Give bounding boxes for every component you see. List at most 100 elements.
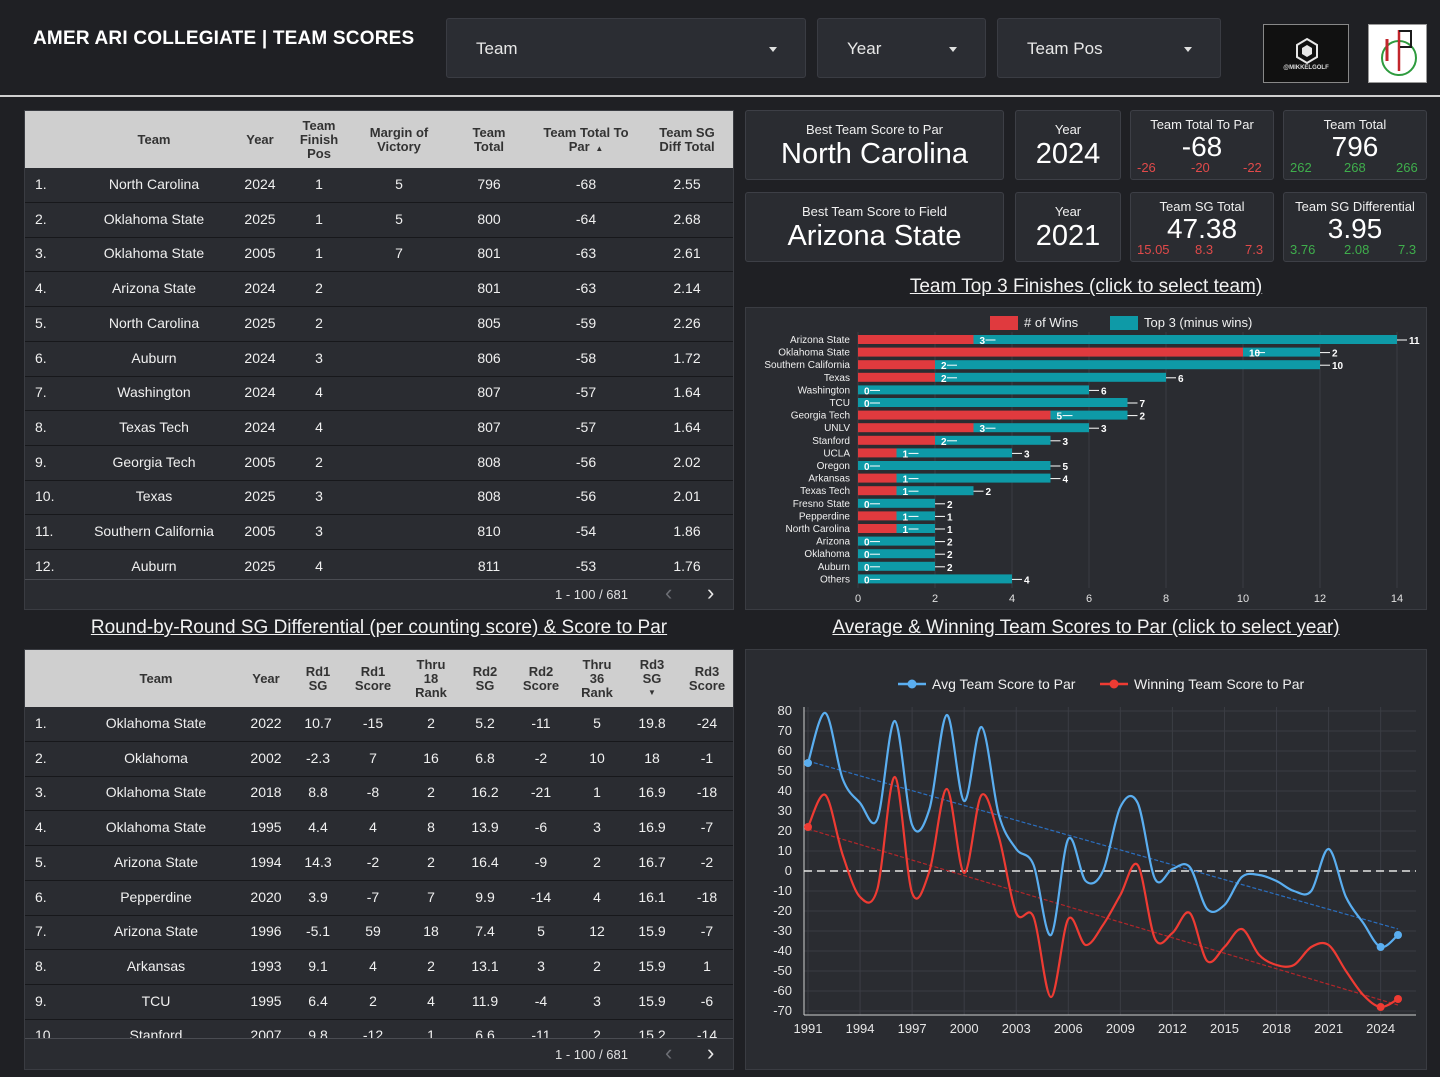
kpi-best-to-par[interactable]: Best Team Score to Par North Carolina bbox=[745, 110, 1004, 180]
bar-top3[interactable] bbox=[858, 398, 1128, 407]
category-label[interactable]: Stanford bbox=[812, 436, 850, 447]
bar-wins[interactable] bbox=[858, 486, 897, 496]
series-point[interactable] bbox=[1394, 931, 1402, 939]
category-label[interactable]: Texas bbox=[824, 373, 850, 384]
bar-top3[interactable] bbox=[858, 574, 1012, 584]
table-row[interactable]: 1. Oklahoma State 2022 10.7 -15 2 5.2 -11 5 19.8 -… bbox=[25, 707, 733, 742]
kpi-team-total[interactable]: Team Total 796 262 268 266 bbox=[1283, 110, 1427, 180]
col-margin-of-victory[interactable]: Margin of Victory bbox=[369, 125, 429, 154]
bar-top3[interactable] bbox=[935, 372, 1166, 382]
table-row[interactable]: 9. Georgia Tech 2005 2 808 -56 2.02 bbox=[25, 446, 733, 481]
col-year[interactable]: Year bbox=[252, 671, 280, 686]
table-row[interactable]: 12. Auburn 2025 4 811 -53 1.76 bbox=[25, 550, 733, 578]
bar-top3[interactable] bbox=[858, 536, 935, 546]
avg-line-chart[interactable]: 80706050403020100-10-20-30-40-50-60-7019… bbox=[746, 650, 1426, 1069]
table-row[interactable]: 10. Texas 2025 3 808 -56 2.01 bbox=[25, 480, 733, 516]
bar-wins[interactable] bbox=[858, 372, 935, 382]
col-team-total-to-par[interactable]: Team Total To Par ▲ bbox=[539, 126, 633, 156]
table-row[interactable]: 2. Oklahoma 2002 -2.3 7 16 6.8 -2 10 18 -1 bbox=[25, 742, 733, 777]
table-row[interactable]: 6. Pepperdine 2020 3.9 -7 7 9.9 -14 4 16.1 -18 bbox=[25, 881, 733, 916]
avg-chart-title[interactable]: Average & Winning Team Scores to Par (cl… bbox=[832, 617, 1340, 638]
kpi-team-total-to-par[interactable]: Team Total To Par -68 -26 -20 -22 bbox=[1130, 110, 1274, 180]
category-label[interactable]: Washington bbox=[798, 385, 850, 396]
col-rd3-score[interactable]: Rd3 Score bbox=[688, 664, 726, 693]
category-label[interactable]: Arizona bbox=[816, 537, 850, 548]
next-page-icon[interactable]: › bbox=[707, 1040, 715, 1065]
col-team-sg-diff-total[interactable]: Team SG Diff Total bbox=[659, 125, 715, 154]
top3-chart-title[interactable]: Team Top 3 Finishes (click to select tea… bbox=[909, 276, 1263, 297]
top3-bar-chart[interactable]: 0 2 4 6 8 10 12 14# of Wins Top 3 (minus wins)Ar… bbox=[746, 308, 1426, 609]
col-rd1-score[interactable]: Rd1 Score bbox=[354, 664, 392, 693]
table-row[interactable]: 8. Texas Tech 2024 4 807 -57 1.64 bbox=[25, 411, 733, 446]
year-filter-dropdown[interactable]: Year bbox=[817, 18, 986, 78]
prev-page-icon[interactable]: ‹ bbox=[665, 1040, 673, 1065]
bar-top3[interactable] bbox=[896, 486, 974, 496]
category-label[interactable]: Oklahoma State bbox=[778, 348, 850, 359]
table-row[interactable]: 4. Oklahoma State 1995 4.4 4 8 13.9 -6 3 16.9 -7 bbox=[25, 811, 733, 847]
category-label[interactable]: TCU bbox=[829, 398, 850, 409]
col-team-total[interactable]: Team Total bbox=[472, 125, 506, 154]
next-page-icon[interactable]: › bbox=[707, 580, 715, 605]
table-row[interactable]: 3. Oklahoma State 2005 1 7 801 -63 2.61 bbox=[25, 237, 733, 273]
kpi-team-sg-differential[interactable]: Team SG Differential 3.95 3.76 2.08 7.3 bbox=[1283, 192, 1427, 262]
bar-top3[interactable] bbox=[858, 385, 1089, 395]
legend-label[interactable]: Top 3 (minus wins) bbox=[1144, 315, 1252, 330]
category-label[interactable]: Southern California bbox=[764, 360, 850, 371]
legend-label[interactable]: Avg Team Score to Par bbox=[932, 676, 1076, 692]
kpi-year-2[interactable]: Year 2021 bbox=[1015, 192, 1121, 262]
bar-top3[interactable] bbox=[935, 360, 1320, 370]
col-team-finish-pos[interactable]: Team Finish Pos bbox=[299, 118, 339, 161]
bar-wins[interactable] bbox=[858, 448, 897, 458]
table-row[interactable]: 4. Arizona State 2024 2 801 -63 2.14 bbox=[25, 272, 733, 308]
category-label[interactable]: Oklahoma bbox=[804, 549, 850, 560]
category-label[interactable]: Arizona State bbox=[790, 335, 850, 346]
bar-top3[interactable] bbox=[858, 461, 1051, 470]
bar-wins[interactable] bbox=[858, 524, 897, 533]
table-row[interactable]: 5. Arizona State 1994 14.3 -2 2 16.4 -9 2 16.7 -2 bbox=[25, 846, 733, 881]
category-label[interactable]: UNLV bbox=[824, 423, 850, 434]
col-rd2-score[interactable]: Rd2 Score bbox=[522, 664, 560, 693]
category-label[interactable]: UCLA bbox=[823, 448, 850, 459]
category-label[interactable]: North Carolina bbox=[786, 524, 851, 535]
series-line[interactable] bbox=[806, 711, 1399, 949]
bar-top3[interactable] bbox=[858, 561, 935, 571]
table-row[interactable]: 2. Oklahoma State 2025 1 5 800 -64 2.68 bbox=[25, 203, 733, 238]
series-line[interactable] bbox=[806, 775, 1399, 1009]
bar-top3[interactable] bbox=[973, 335, 1398, 344]
table-row[interactable]: 6. Auburn 2024 3 806 -58 1.72 bbox=[25, 342, 733, 377]
category-label[interactable]: Texas Tech bbox=[800, 486, 850, 497]
series-point[interactable] bbox=[1394, 995, 1402, 1003]
bar-wins[interactable] bbox=[858, 347, 1243, 357]
category-label[interactable]: Arkansas bbox=[808, 474, 850, 485]
col-team[interactable]: Team bbox=[137, 132, 171, 147]
table-row[interactable]: 11. Southern California 2005 3 810 -54 1.86 bbox=[25, 515, 733, 550]
table-row[interactable]: 7. Arizona State 1996 -5.1 59 18 7.4 5 12 15.9 -7 bbox=[25, 915, 733, 951]
kpi-year-1[interactable]: Year 2024 bbox=[1015, 110, 1121, 180]
team-filter-dropdown[interactable]: Team bbox=[446, 18, 806, 78]
bar-wins[interactable] bbox=[858, 511, 897, 521]
series-point[interactable] bbox=[1376, 1003, 1385, 1011]
series-point[interactable] bbox=[804, 823, 812, 831]
bar-top3[interactable] bbox=[858, 549, 935, 559]
table-row[interactable]: 3. Oklahoma State 2018 8.8 -8 2 16.2 -21 1 16.9 -1… bbox=[25, 776, 733, 812]
col-team[interactable]: Team bbox=[139, 671, 173, 686]
bar-wins[interactable] bbox=[858, 473, 897, 483]
bar-wins[interactable] bbox=[858, 410, 1051, 420]
bar-top3[interactable] bbox=[896, 448, 1013, 458]
kpi-best-to-field[interactable]: Best Team Score to Field Arizona State bbox=[745, 192, 1004, 262]
bar-top3[interactable] bbox=[858, 498, 935, 508]
legend-label[interactable]: Winning Team Score to Par bbox=[1134, 676, 1304, 692]
table-row[interactable]: 5. North Carolina 2025 2 805 -59 2.26 bbox=[25, 307, 733, 342]
series-point[interactable] bbox=[1376, 943, 1385, 951]
bar-wins[interactable] bbox=[858, 335, 974, 344]
table-row[interactable]: 7. Washington 2024 4 807 -57 1.64 bbox=[25, 376, 733, 412]
table-row[interactable]: 1. North Carolina 2024 1 5 796 -68 2.55 bbox=[25, 168, 733, 203]
category-label[interactable]: Fresno State bbox=[793, 499, 851, 510]
category-label[interactable]: Oregon bbox=[817, 461, 850, 472]
bar-wins[interactable] bbox=[858, 423, 974, 433]
bar-top3[interactable] bbox=[1050, 410, 1128, 420]
col-rd1-sg[interactable]: Rd1 SG bbox=[305, 664, 331, 693]
series-point[interactable] bbox=[804, 759, 812, 767]
table-row[interactable]: 8. Arkansas 1993 9.1 4 2 13.1 3 2 15.9 1 bbox=[25, 950, 733, 985]
col-thru-36-rank[interactable]: Thru 36 Rank bbox=[581, 657, 613, 700]
